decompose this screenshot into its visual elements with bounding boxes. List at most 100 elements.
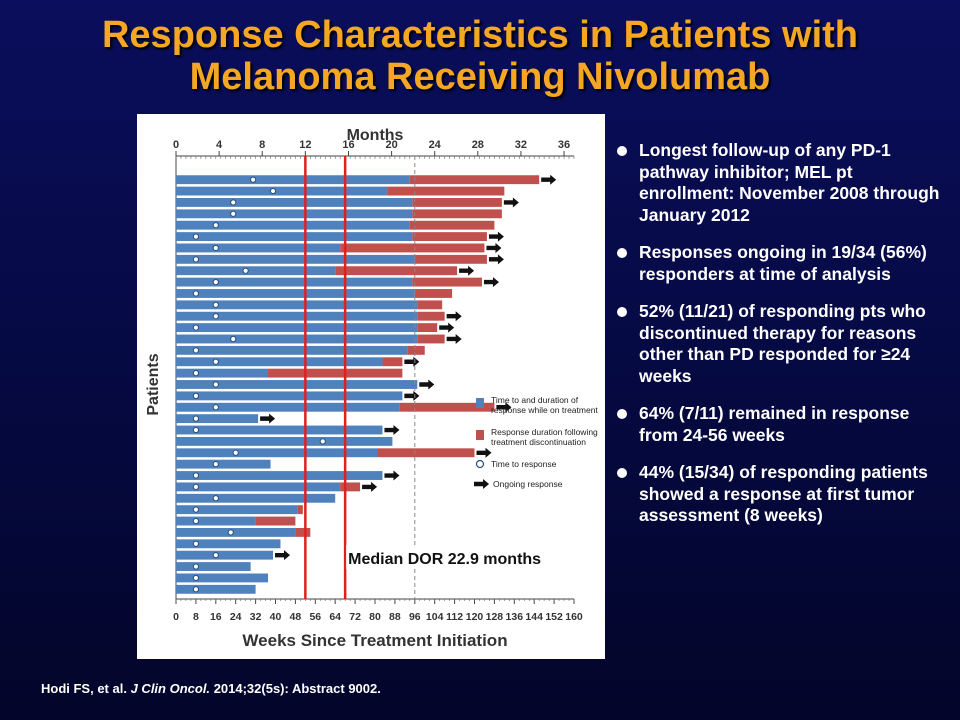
x-tick-label: 0 <box>173 611 179 623</box>
citation-authors: Hodi FS, et al. <box>41 681 127 696</box>
ongoing-response-arrow-icon <box>362 481 378 492</box>
key-findings-list: Longest follow-up of any PD-1 pathway in… <box>612 140 947 543</box>
bullet-item: Responses ongoing in 19/34 (56%) respond… <box>612 242 947 285</box>
bullet-dot-icon <box>617 248 627 258</box>
ongoing-response-arrow-icon <box>439 322 455 333</box>
legend-time-to-response-label: Time to response <box>491 459 557 469</box>
time-to-response-marker <box>230 210 237 217</box>
on-treatment-bar <box>176 357 383 367</box>
on-treatment-bar <box>176 471 383 480</box>
ongoing-response-arrow-icon <box>384 425 400 436</box>
x-tick-label: 56 <box>309 611 321 623</box>
x2-tick-label: 36 <box>558 139 570 151</box>
bullet-item: Longest follow-up of any PD-1 pathway in… <box>612 140 947 226</box>
x-tick-label: 152 <box>545 611 563 623</box>
on-treatment-bar <box>176 539 281 549</box>
post-discontinuation-bar <box>340 243 485 253</box>
on-treatment-bar <box>176 550 274 560</box>
time-to-response-marker <box>212 313 219 320</box>
time-to-response-marker <box>232 449 239 456</box>
x-tick-label: 8 <box>193 611 199 623</box>
on-treatment-bar <box>176 311 418 321</box>
title-line-1: Response Characteristics in Patients wit… <box>101 14 858 56</box>
post-discontinuation-bar <box>399 402 495 412</box>
x-tick-label: 40 <box>270 611 282 623</box>
x-tick-label: 160 <box>565 611 583 623</box>
x-tick-label: 96 <box>409 611 421 623</box>
x2-tick-label: 0 <box>173 139 179 151</box>
legend-post-discontinuation-label: Response duration following treatment dis… <box>491 427 598 447</box>
ongoing-response-arrow-icon <box>496 402 512 413</box>
time-to-response-marker <box>192 574 200 582</box>
ongoing-response-arrow-icon <box>275 550 291 561</box>
on-treatment-bar <box>176 198 413 207</box>
time-to-response-marker <box>192 426 200 434</box>
on-treatment-bar <box>176 186 388 196</box>
bullet-text: Longest follow-up of any PD-1 pathway in… <box>639 140 940 225</box>
median-dor-annotation: Median DOR 22.9 months <box>348 551 541 568</box>
x-tick-label: 24 <box>230 611 242 623</box>
ongoing-response-arrow-icon <box>446 311 462 322</box>
time-to-response-marker <box>192 586 200 593</box>
swimmer-chart: 0 8 16 24 32 40 48 56 64 72 80 88 96 104 112 120 128 136 1… <box>145 127 603 650</box>
time-to-response-marker <box>230 335 237 343</box>
legend-post-discontinuation-swatch <box>476 430 484 440</box>
bullet-dot-icon <box>617 146 627 156</box>
ongoing-response-arrow-icon <box>404 356 420 367</box>
x2-tick-label: 32 <box>515 139 527 151</box>
x2-tick-label: 24 <box>429 139 442 151</box>
citation-details: 2014;32(5s): Abstract 9002. <box>213 681 381 696</box>
x2-tick-label: 16 <box>342 139 354 151</box>
x2-axis-label: Months <box>347 127 404 144</box>
legend-on-treatment-swatch <box>476 398 484 408</box>
bullet-text: 52% (11/21) of responding pts who discon… <box>639 301 926 386</box>
on-treatment-bar <box>176 516 256 526</box>
time-to-response-marker <box>212 278 219 286</box>
x-tick-label: 112 <box>446 611 463 623</box>
on-treatment-bar <box>176 232 413 242</box>
post-discontinuation-bar <box>295 527 311 537</box>
time-to-response-marker <box>250 176 257 183</box>
citation-journal: J Clin Oncol. <box>130 681 211 696</box>
time-to-response-marker <box>227 529 234 536</box>
on-treatment-bar <box>176 448 378 458</box>
post-discontinuation-bar <box>417 311 445 321</box>
time-to-response-marker <box>192 483 200 491</box>
post-discontinuation-bar <box>414 289 453 298</box>
x-tick-label: 16 <box>210 611 222 623</box>
x-tick-label: 128 <box>486 611 504 623</box>
time-to-response-marker <box>192 517 200 525</box>
time-to-response-marker <box>192 563 200 570</box>
bullet-text: Responses ongoing in 19/34 (56%) respond… <box>639 242 927 284</box>
time-to-response-marker <box>192 392 200 399</box>
bullet-item: 44% (15/34) of responding patients showe… <box>612 462 947 527</box>
ongoing-response-arrow-icon <box>486 242 502 253</box>
post-discontinuation-bar <box>268 368 403 378</box>
post-discontinuation-bar <box>407 345 425 355</box>
on-treatment-bar <box>176 584 256 594</box>
bullet-text: 44% (15/34) of responding patients showe… <box>639 462 928 525</box>
time-to-response-marker <box>192 472 200 479</box>
time-to-response-marker <box>212 552 219 559</box>
on-treatment-bar <box>176 266 336 276</box>
post-discontinuation-bar <box>382 357 403 367</box>
on-treatment-bar <box>176 380 418 389</box>
x-tick-label: 144 <box>525 611 543 623</box>
citation: Hodi FS, et al. J Clin Oncol. 2014;32(5s… <box>41 681 381 696</box>
post-discontinuation-bar <box>417 300 443 310</box>
post-discontinuation-bar <box>255 516 296 526</box>
bullet-dot-icon <box>617 307 627 317</box>
bullet-text: 64% (7/11) remained in response from 24-… <box>639 403 910 445</box>
time-to-response-marker <box>212 358 219 365</box>
time-to-response-marker <box>212 244 219 252</box>
swimmer-chart-panel: 0 8 16 24 32 40 48 56 64 72 80 88 96 104 112 120 128 136 1… <box>137 114 605 659</box>
legend-time-to-response-icon <box>475 459 485 469</box>
time-to-response-marker <box>212 222 219 229</box>
time-to-response-marker <box>230 199 237 206</box>
time-to-response-marker <box>192 415 200 422</box>
post-discontinuation-bar <box>412 198 502 207</box>
post-discontinuation-bar <box>412 277 482 287</box>
title-line-2: Melanoma Receiving Nivolumab <box>189 56 771 98</box>
on-treatment-bar <box>176 254 415 264</box>
annotation-background <box>346 545 603 569</box>
